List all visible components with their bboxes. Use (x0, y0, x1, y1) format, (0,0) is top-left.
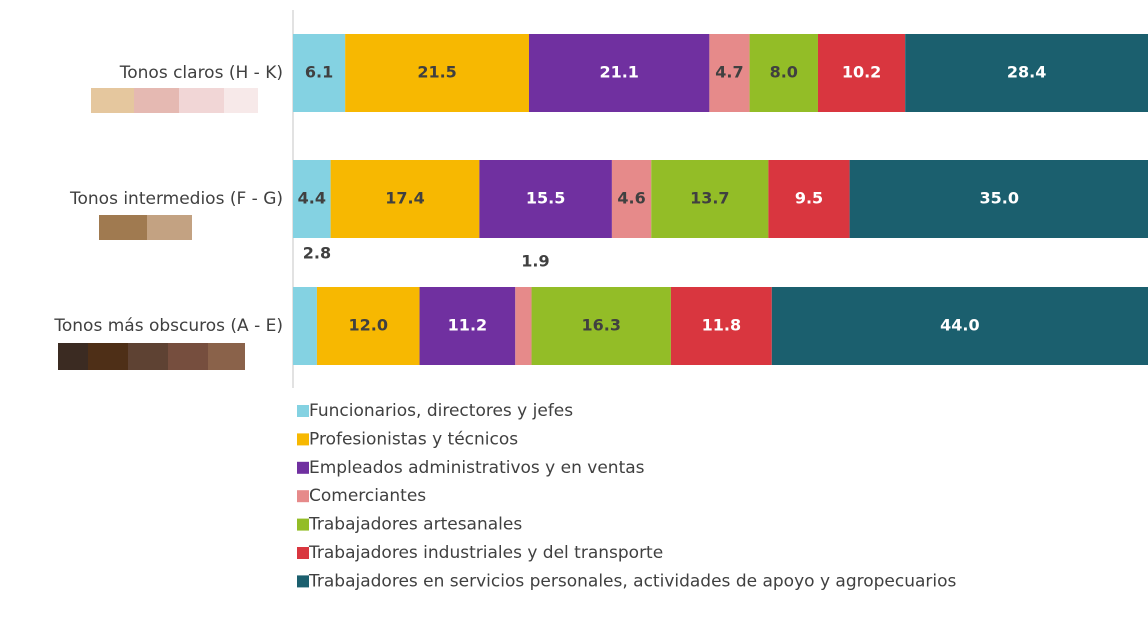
bar-segment (905, 34, 1148, 112)
bar-segment (293, 287, 317, 365)
bar-segment (419, 287, 516, 365)
bar-segment (651, 160, 769, 238)
legend-label: Funcionarios, directores y jefes (309, 401, 573, 421)
data-label: 15.5 (526, 189, 565, 208)
legend-swatch (297, 405, 309, 417)
legend-swatch (297, 575, 309, 588)
category-label: Tonos más obscuros (A - E) (53, 316, 283, 336)
bar-segment (528, 34, 710, 112)
legend-label: Empleados administrativos y en ventas (309, 458, 645, 478)
data-label: 16.3 (581, 316, 620, 335)
data-label: 28.4 (1007, 63, 1046, 82)
bar-segment (749, 34, 818, 112)
category-label: Tonos claros (H - K) (119, 63, 283, 83)
legend-swatch (297, 490, 309, 503)
bar-segment (771, 287, 1148, 365)
legend-swatch (297, 461, 309, 474)
data-label: 13.7 (690, 189, 729, 208)
bar-segment (849, 160, 1148, 238)
data-label: 35.0 (979, 189, 1018, 208)
bar-segment (293, 160, 331, 238)
data-label: 1.9 (521, 252, 549, 271)
data-label: 44.0 (940, 316, 979, 335)
data-label: 8.0 (770, 63, 798, 82)
category-label: Tonos intermedios (F - G) (69, 189, 283, 209)
bar-segment (709, 34, 750, 112)
bar-segment (345, 34, 529, 112)
data-label: 17.4 (385, 189, 424, 208)
data-label: 4.6 (617, 189, 645, 208)
legend-label: Trabajadores artesanales (308, 515, 522, 535)
legend-swatch (297, 433, 309, 446)
data-label: 21.5 (417, 63, 456, 82)
data-label: 11.8 (702, 316, 741, 335)
bar-segment (768, 160, 850, 238)
legend-swatch (297, 547, 309, 559)
data-label: 9.5 (795, 189, 823, 208)
legend-label: Trabajadores en servicios personales, ac… (308, 571, 957, 591)
bar-segment (611, 160, 652, 238)
bar-segment (293, 34, 346, 112)
legend-label: Trabajadores industriales y del transpor… (308, 543, 663, 563)
bar-segment (817, 34, 906, 112)
data-label: 2.8 (303, 244, 331, 263)
legend-label: Profesionistas y técnicos (309, 429, 518, 449)
data-label: 11.2 (448, 316, 487, 335)
bar-segment (515, 287, 532, 365)
skin-tone-swatch (58, 88, 258, 370)
bar-segment (479, 160, 612, 238)
data-label: 6.1 (305, 63, 333, 82)
data-label: 4.4 (298, 189, 326, 208)
bar-segment (316, 287, 420, 365)
data-label: 10.2 (842, 63, 881, 82)
data-label: 4.7 (715, 63, 743, 82)
bar-segment (330, 160, 480, 238)
bar-segment (670, 287, 772, 365)
legend-label: Comerciantes (309, 486, 426, 506)
data-label: 12.0 (348, 316, 387, 335)
bar-segment (531, 287, 671, 365)
data-label: 21.1 (599, 63, 638, 82)
legend-swatch (297, 518, 309, 531)
